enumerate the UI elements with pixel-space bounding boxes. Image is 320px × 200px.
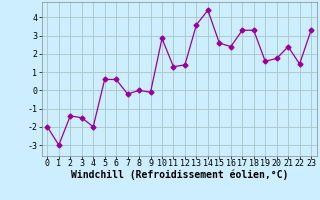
X-axis label: Windchill (Refroidissement éolien,°C): Windchill (Refroidissement éolien,°C) (70, 170, 288, 180)
